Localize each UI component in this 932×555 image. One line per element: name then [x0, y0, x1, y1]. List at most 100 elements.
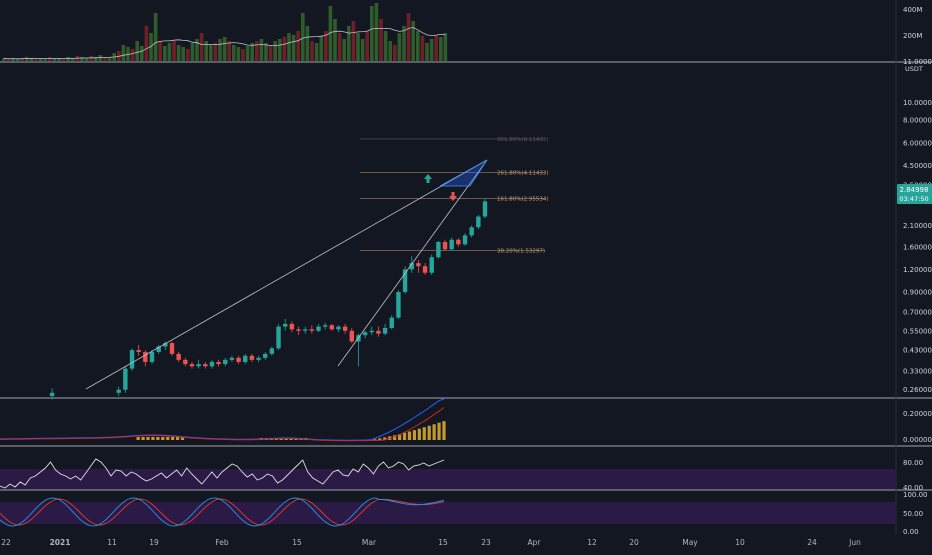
lower-trendline[interactable]	[337, 159, 488, 367]
price-axis-label: 0.55000	[903, 327, 932, 335]
volume-bar	[402, 26, 406, 61]
volume-layer	[2, 3, 448, 61]
candle-body	[263, 353, 268, 358]
price-layer: 361.80%(8.11433) 261.80%(4.11433) 161.80%(…	[49, 137, 549, 400]
candle-body	[296, 329, 301, 331]
candle-body	[229, 357, 235, 360]
volume-bar	[397, 33, 402, 61]
fib-level-label: 261.80%(4.11433)	[497, 171, 549, 177]
volume-bar	[314, 43, 319, 61]
time-axis-label: 19	[149, 538, 159, 547]
candle-body	[249, 355, 255, 360]
volume-bar	[84, 58, 89, 61]
volume-bar	[360, 39, 365, 61]
volume-bar	[195, 39, 199, 61]
volume-bar	[365, 31, 369, 61]
volume-bar	[328, 6, 333, 61]
time-axis-label: 12	[587, 538, 597, 547]
volume-bar	[172, 41, 176, 61]
volume-bar	[443, 33, 448, 61]
volume-bar	[439, 37, 443, 61]
volume-bar	[379, 19, 383, 61]
candle-body	[116, 389, 121, 393]
volume-bar	[135, 41, 139, 61]
time-axis-label: Apr	[528, 538, 542, 547]
volume-bar	[255, 41, 259, 61]
rsi-axis-label: 80.00	[903, 459, 923, 467]
volume-bar	[333, 19, 337, 61]
candle-body	[476, 216, 481, 228]
price-axis-label: 0.70000	[903, 308, 932, 316]
volume-bar	[48, 57, 52, 61]
macd-histogram-bar	[171, 437, 175, 440]
volume-axis-label: 200M	[903, 32, 922, 40]
volume-bar	[103, 57, 107, 61]
volume-bar	[213, 43, 218, 61]
macd-histogram-bar	[412, 430, 416, 440]
candle-body	[183, 359, 188, 365]
time-axis-label: Mar	[362, 538, 377, 547]
candle-body	[449, 239, 454, 250]
candle-body	[289, 323, 295, 330]
macd-layer	[0, 398, 446, 442]
candle-body	[243, 355, 248, 362]
candle-body	[362, 332, 368, 336]
volume-bar	[11, 58, 15, 61]
macd-histogram-bar	[407, 431, 412, 440]
time-axis-label: 11	[107, 538, 117, 547]
volume-bar	[43, 59, 47, 61]
time-axis-label: 10	[735, 538, 745, 547]
price-axis-label: 0.43000	[903, 347, 932, 355]
time-axis-label: 15	[292, 538, 302, 547]
volume-bar	[264, 43, 268, 61]
candle-body	[316, 326, 321, 331]
candle-body	[409, 263, 414, 270]
upper-trendline[interactable]	[85, 159, 488, 390]
macd-histogram-bar	[161, 437, 165, 440]
candle-body	[216, 361, 221, 365]
volume-bar	[158, 41, 162, 61]
volume-bar	[291, 35, 296, 61]
candle-body	[429, 257, 434, 273]
volume-bar	[296, 31, 300, 61]
volume-bar	[388, 41, 392, 61]
macd-histogram-bar	[402, 432, 407, 440]
price-axis-label: 0.90000	[903, 289, 932, 297]
volume-bar	[250, 43, 254, 61]
arrow-down-icon	[449, 192, 457, 201]
fib-level-label: 161.80%(2.95534)	[497, 197, 549, 203]
time-axis-label: Feb	[215, 538, 229, 547]
candle-body	[269, 348, 275, 354]
volume-bar	[406, 13, 411, 61]
candle-body	[342, 326, 348, 331]
volume-bar	[121, 45, 126, 61]
projection-triangle[interactable]	[439, 159, 488, 187]
macd-histogram-bar	[437, 422, 441, 440]
candle-body	[369, 330, 374, 333]
volume-bar	[144, 26, 149, 61]
volume-bar	[416, 31, 420, 61]
volume-bar	[411, 21, 415, 61]
price-axis-label: 0.26000	[903, 386, 932, 394]
candle-body	[256, 357, 261, 360]
volume-bar	[38, 58, 43, 61]
candle-body	[456, 239, 461, 245]
price-axis-label: 0.33000	[903, 367, 932, 375]
candle-body	[436, 242, 441, 258]
macd-histogram-bar	[432, 424, 436, 440]
price-axis-label: 2.10000	[903, 222, 932, 230]
price-axis-label: 1.60000	[903, 243, 932, 251]
candle-body	[422, 266, 428, 273]
volume-bar	[167, 43, 172, 61]
candle-body	[49, 392, 55, 396]
volume-bar	[425, 43, 429, 61]
candle-body	[283, 323, 288, 327]
volume-bar	[98, 55, 103, 61]
volume-bar	[278, 39, 282, 61]
time-axis-label: 24	[807, 538, 817, 547]
candle-body	[209, 361, 215, 367]
rsi-layer	[0, 458, 445, 489]
volume-bar	[2, 58, 6, 61]
